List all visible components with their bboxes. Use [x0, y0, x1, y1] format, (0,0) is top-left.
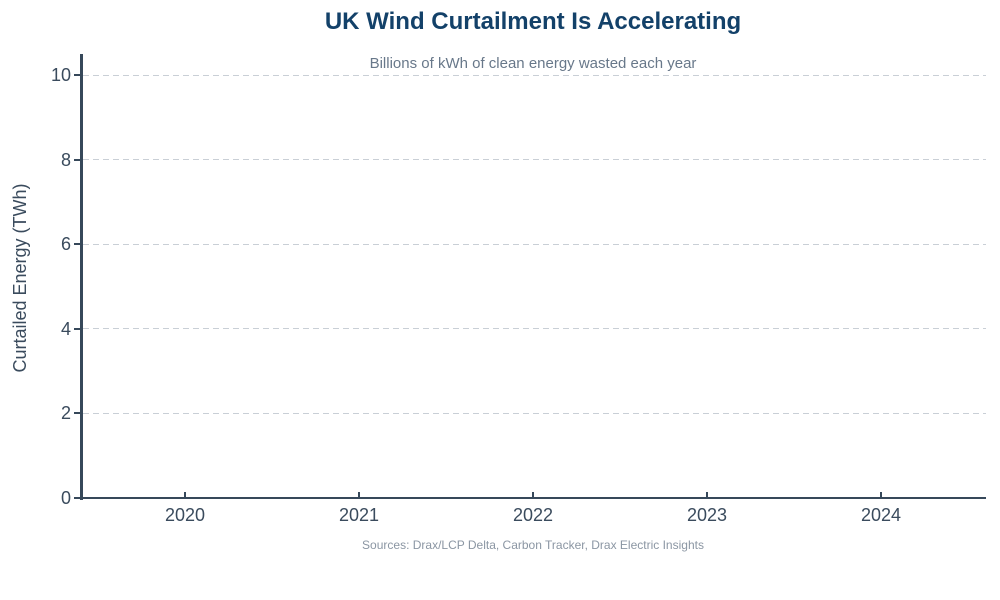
- gridline: [82, 412, 986, 414]
- y-tick-mark: [74, 327, 80, 330]
- y-tick-label: 0: [60, 488, 71, 508]
- x-tick-mark: [880, 491, 882, 497]
- gridline: [82, 328, 986, 330]
- x-tick-label: 2024: [860, 505, 902, 525]
- x-tick-mark: [358, 491, 360, 497]
- y-axis-spine: [80, 54, 83, 500]
- chart-subtitle: Billions of kWh of clean energy wasted e…: [369, 55, 697, 72]
- x-tick-mark: [184, 491, 186, 497]
- y-tick-label: 6: [60, 234, 71, 255]
- y-tick-label: 4: [60, 318, 71, 339]
- gridline: [82, 159, 986, 161]
- x-tick-mark: [532, 491, 534, 497]
- gridline: [82, 74, 986, 76]
- y-tick-label: 8: [60, 149, 71, 170]
- y-tick-mark: [74, 243, 80, 246]
- y-tick-mark: [74, 74, 80, 77]
- x-tick-label: 2023: [686, 505, 728, 525]
- source-note: Sources: Drax/LCP Delta, Carbon Tracker,…: [362, 538, 704, 552]
- gridline: [82, 243, 986, 245]
- y-tick-mark: [74, 412, 80, 415]
- chart-title: UK Wind Curtailment Is Accelerating: [324, 8, 742, 35]
- x-axis-spine: [80, 496, 986, 499]
- y-tick-label: 10: [50, 65, 71, 86]
- y-tick-mark: [74, 158, 80, 161]
- x-tick-mark: [706, 491, 708, 497]
- x-tick-label: 2020: [164, 505, 206, 525]
- x-tick-label: 2022: [512, 505, 554, 525]
- y-tick-mark: [74, 497, 80, 499]
- y-tick-label: 2: [60, 403, 71, 424]
- x-tick-label: 2021: [338, 505, 380, 525]
